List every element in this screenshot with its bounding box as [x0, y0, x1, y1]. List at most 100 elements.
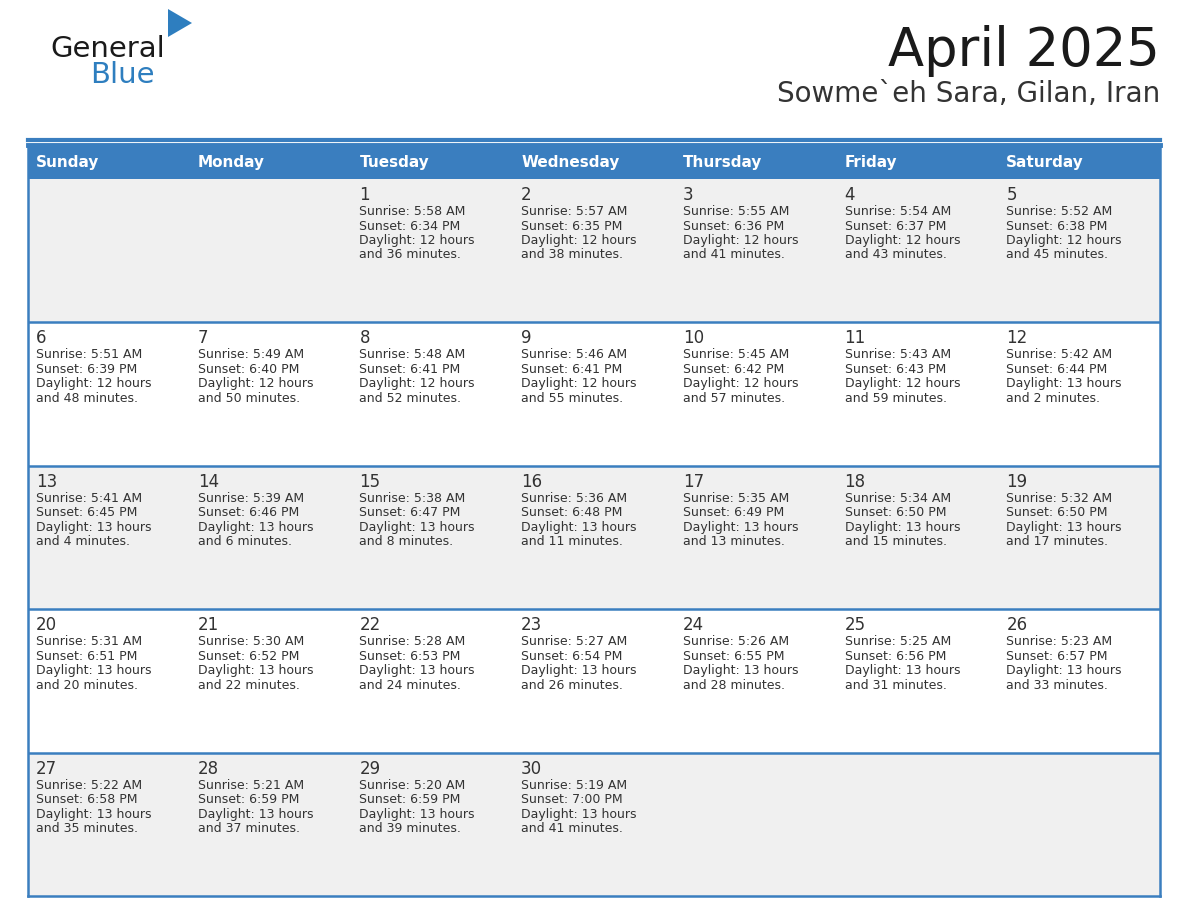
Text: Sunset: 6:41 PM: Sunset: 6:41 PM: [360, 363, 461, 375]
Text: 3: 3: [683, 186, 694, 204]
Text: and 41 minutes.: and 41 minutes.: [522, 823, 623, 835]
Text: 29: 29: [360, 759, 380, 778]
Bar: [836, 465, 998, 610]
Text: Daylight: 12 hours: Daylight: 12 hours: [1006, 234, 1121, 247]
Text: Daylight: 13 hours: Daylight: 13 hours: [360, 665, 475, 677]
Text: 6: 6: [36, 330, 46, 347]
Text: General: General: [50, 35, 165, 63]
Text: Sunset: 6:55 PM: Sunset: 6:55 PM: [683, 650, 784, 663]
Bar: [513, 753, 675, 896]
Text: Sunrise: 5:58 AM: Sunrise: 5:58 AM: [360, 205, 466, 218]
Text: Sunset: 6:34 PM: Sunset: 6:34 PM: [360, 219, 461, 232]
Text: Sunset: 6:56 PM: Sunset: 6:56 PM: [845, 650, 946, 663]
Text: Sunrise: 5:28 AM: Sunrise: 5:28 AM: [360, 635, 466, 648]
Text: 26: 26: [1006, 616, 1028, 634]
Text: Sunrise: 5:54 AM: Sunrise: 5:54 AM: [845, 205, 950, 218]
Text: Sunset: 6:59 PM: Sunset: 6:59 PM: [197, 793, 299, 806]
Text: Sunset: 6:37 PM: Sunset: 6:37 PM: [845, 219, 946, 232]
Text: Daylight: 13 hours: Daylight: 13 hours: [522, 808, 637, 821]
Bar: [352, 465, 513, 610]
Text: Sunset: 6:59 PM: Sunset: 6:59 PM: [360, 793, 461, 806]
Bar: [998, 145, 1159, 179]
Text: Thursday: Thursday: [683, 154, 763, 170]
Text: 20: 20: [36, 616, 57, 634]
Text: Daylight: 12 hours: Daylight: 12 hours: [845, 234, 960, 247]
Polygon shape: [168, 9, 192, 37]
Text: and 15 minutes.: and 15 minutes.: [845, 535, 947, 548]
Text: Daylight: 13 hours: Daylight: 13 hours: [197, 521, 314, 533]
Text: Daylight: 13 hours: Daylight: 13 hours: [522, 521, 637, 533]
Bar: [29, 753, 190, 896]
Text: Daylight: 12 hours: Daylight: 12 hours: [683, 377, 798, 390]
Bar: [675, 145, 836, 179]
Text: Daylight: 13 hours: Daylight: 13 hours: [522, 665, 637, 677]
Text: Blue: Blue: [90, 61, 154, 89]
Text: and 11 minutes.: and 11 minutes.: [522, 535, 623, 548]
Text: and 38 minutes.: and 38 minutes.: [522, 249, 624, 262]
Bar: [513, 322, 675, 465]
Text: 18: 18: [845, 473, 866, 491]
Text: Sunrise: 5:30 AM: Sunrise: 5:30 AM: [197, 635, 304, 648]
Text: Sunrise: 5:49 AM: Sunrise: 5:49 AM: [197, 349, 304, 362]
Text: 7: 7: [197, 330, 208, 347]
Text: 13: 13: [36, 473, 57, 491]
Bar: [836, 753, 998, 896]
Text: Sunrise: 5:43 AM: Sunrise: 5:43 AM: [845, 349, 950, 362]
Text: and 57 minutes.: and 57 minutes.: [683, 392, 785, 405]
Bar: [513, 145, 675, 179]
Text: 8: 8: [360, 330, 369, 347]
Bar: [352, 610, 513, 753]
Bar: [836, 145, 998, 179]
Text: and 13 minutes.: and 13 minutes.: [683, 535, 785, 548]
Text: and 43 minutes.: and 43 minutes.: [845, 249, 947, 262]
Text: 4: 4: [845, 186, 855, 204]
Text: Daylight: 12 hours: Daylight: 12 hours: [197, 377, 314, 390]
Text: Sunrise: 5:52 AM: Sunrise: 5:52 AM: [1006, 205, 1112, 218]
Text: Daylight: 12 hours: Daylight: 12 hours: [522, 234, 637, 247]
Text: 25: 25: [845, 616, 866, 634]
Text: Sunrise: 5:45 AM: Sunrise: 5:45 AM: [683, 349, 789, 362]
Bar: [29, 179, 190, 322]
Text: Sunset: 6:41 PM: Sunset: 6:41 PM: [522, 363, 623, 375]
Bar: [29, 465, 190, 610]
Bar: [352, 322, 513, 465]
Bar: [513, 179, 675, 322]
Text: Sunset: 6:48 PM: Sunset: 6:48 PM: [522, 507, 623, 520]
Text: Sunset: 6:47 PM: Sunset: 6:47 PM: [360, 507, 461, 520]
Text: Sunrise: 5:55 AM: Sunrise: 5:55 AM: [683, 205, 789, 218]
Text: 5: 5: [1006, 186, 1017, 204]
Text: 28: 28: [197, 759, 219, 778]
Bar: [190, 145, 352, 179]
Text: and 2 minutes.: and 2 minutes.: [1006, 392, 1100, 405]
Text: Daylight: 13 hours: Daylight: 13 hours: [36, 808, 152, 821]
Bar: [675, 465, 836, 610]
Text: 21: 21: [197, 616, 219, 634]
Bar: [190, 753, 352, 896]
Text: Daylight: 13 hours: Daylight: 13 hours: [36, 665, 152, 677]
Text: Sunset: 6:52 PM: Sunset: 6:52 PM: [197, 650, 299, 663]
Text: Sunset: 6:57 PM: Sunset: 6:57 PM: [1006, 650, 1107, 663]
Bar: [836, 179, 998, 322]
Bar: [998, 179, 1159, 322]
Text: Sunset: 6:50 PM: Sunset: 6:50 PM: [1006, 507, 1107, 520]
Bar: [998, 465, 1159, 610]
Text: and 17 minutes.: and 17 minutes.: [1006, 535, 1108, 548]
Bar: [675, 610, 836, 753]
Bar: [190, 322, 352, 465]
Text: and 28 minutes.: and 28 minutes.: [683, 678, 785, 691]
Bar: [998, 753, 1159, 896]
Text: Daylight: 12 hours: Daylight: 12 hours: [360, 377, 475, 390]
Bar: [513, 610, 675, 753]
Text: and 59 minutes.: and 59 minutes.: [845, 392, 947, 405]
Text: Sunset: 6:53 PM: Sunset: 6:53 PM: [360, 650, 461, 663]
Bar: [190, 465, 352, 610]
Text: and 55 minutes.: and 55 minutes.: [522, 392, 624, 405]
Text: Sunset: 6:58 PM: Sunset: 6:58 PM: [36, 793, 138, 806]
Text: Daylight: 13 hours: Daylight: 13 hours: [1006, 377, 1121, 390]
Text: and 6 minutes.: and 6 minutes.: [197, 535, 292, 548]
Bar: [29, 145, 190, 179]
Text: Daylight: 13 hours: Daylight: 13 hours: [197, 665, 314, 677]
Bar: [998, 610, 1159, 753]
Text: Daylight: 13 hours: Daylight: 13 hours: [683, 521, 798, 533]
Bar: [29, 610, 190, 753]
